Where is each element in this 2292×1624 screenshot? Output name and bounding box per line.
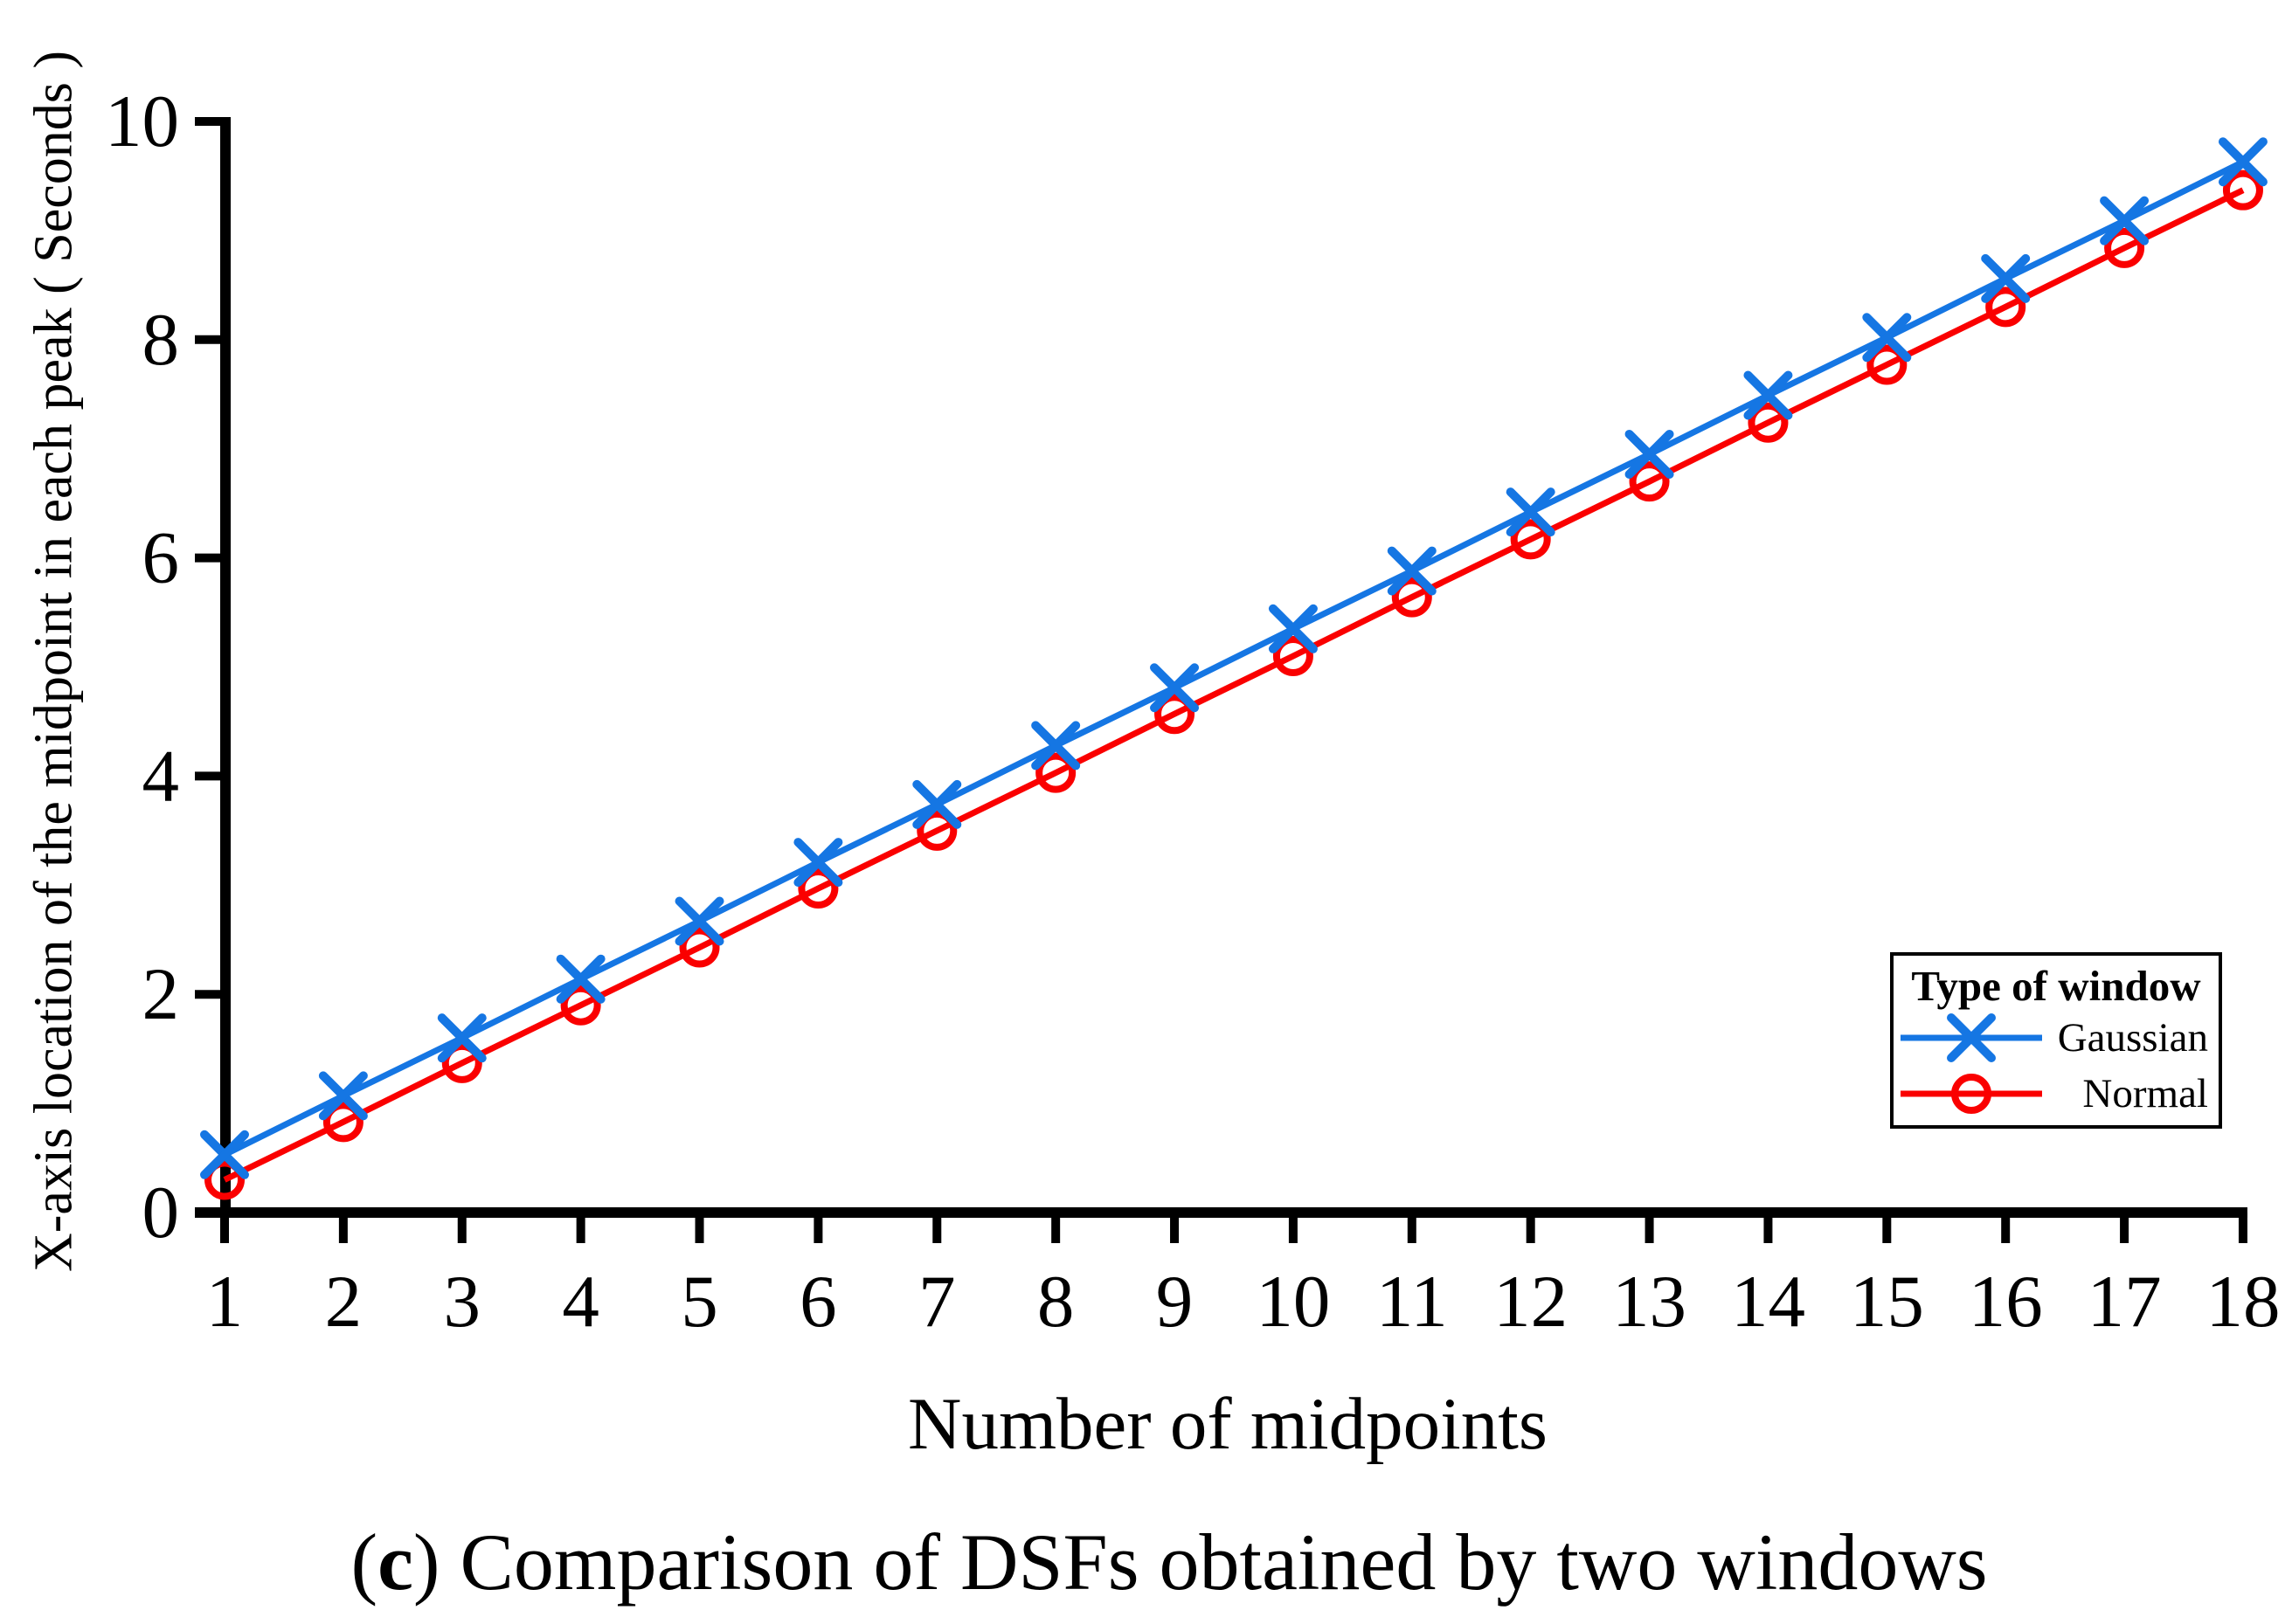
legend-normal-sample (1901, 1073, 2042, 1114)
y-tick-label: 10 (105, 80, 179, 162)
series-gaussian-marker (1031, 721, 1081, 771)
x-tick-label: 16 (1969, 1261, 2043, 1343)
y-axis-title: X-axis location of the midpoint in each … (24, 50, 84, 1273)
caption-panel-letter: c (377, 1517, 413, 1607)
series-normal-marker (1866, 344, 1908, 385)
series-gaussian-marker (1743, 370, 1793, 420)
x-tick-label: 17 (2088, 1261, 2162, 1343)
legend-gaussian-marker (1947, 1012, 1996, 1062)
series-normal-marker (441, 1042, 482, 1083)
series-gaussian-marker (1981, 253, 2031, 303)
x-tick-label: 11 (1376, 1261, 1448, 1343)
series-gaussian-marker (1862, 313, 1912, 363)
x-tick-label: 12 (1493, 1261, 1568, 1343)
x-tick-label: 9 (1156, 1261, 1194, 1343)
series-gaussian-marker (437, 1013, 487, 1063)
caption-text: ) Comparison of DSFs obtained by two win… (412, 1517, 1988, 1607)
x-tick-label: 7 (918, 1261, 956, 1343)
series-gaussian-marker (1506, 487, 1555, 537)
series-gaussian-marker (793, 838, 843, 888)
legend-gaussian-label: Gaussian (2057, 1014, 2208, 1061)
x-tick-label: 18 (2205, 1261, 2280, 1343)
x-tick-label: 13 (1612, 1261, 1686, 1343)
series-normal-marker (2104, 227, 2145, 268)
x-tick-label: 14 (1731, 1261, 1805, 1343)
legend-gaussian-sample (1901, 1012, 2042, 1062)
caption-open-paren: ( (350, 1517, 378, 1607)
x-tick-label: 6 (800, 1261, 837, 1343)
series-normal-marker (1748, 402, 1789, 443)
legend-normal-label: Normal (2082, 1070, 2208, 1116)
y-tick-label: 4 (142, 735, 180, 817)
series-gaussian-marker (1150, 663, 1200, 713)
series-gaussian-marker (318, 1071, 368, 1121)
y-tick-label: 2 (142, 953, 180, 1035)
y-tick-label: 8 (142, 299, 180, 381)
x-tick-label: 2 (325, 1261, 363, 1343)
series-gaussian-marker (2100, 196, 2150, 245)
x-tick-label: 4 (562, 1261, 599, 1343)
series-gaussian-marker (1387, 546, 1437, 596)
legend-row-normal: Normal (1894, 1066, 2219, 1122)
series-normal-marker (917, 810, 958, 851)
y-tick-label: 6 (142, 517, 180, 599)
x-tick-label: 5 (681, 1261, 718, 1343)
legend-row-gaussian: Gaussian (1894, 1010, 2219, 1066)
series-normal-marker (1154, 694, 1195, 735)
series-gaussian-line (223, 159, 2245, 1158)
x-tick-label: 15 (1850, 1261, 1924, 1343)
series-normal-marker (1629, 461, 1670, 502)
series-normal-marker (1272, 636, 1313, 677)
series-normal-marker (1510, 519, 1551, 560)
figure-caption: (c) Comparison of DSFs obtained by two w… (350, 1516, 1987, 1608)
x-tick-label: 3 (444, 1261, 481, 1343)
x-tick-label: 10 (1256, 1261, 1330, 1343)
series-normal-marker (2222, 169, 2263, 211)
series-gaussian-marker (556, 954, 606, 1004)
series-normal-marker (1985, 287, 2026, 328)
legend-normal-marker (1951, 1073, 1991, 1114)
series-normal-marker (679, 927, 720, 968)
series-normal-marker (204, 1159, 245, 1200)
series-gaussian-marker (1268, 604, 1318, 653)
series-normal-marker (798, 868, 839, 909)
series-normal-marker (322, 1102, 364, 1143)
series-gaussian-marker (675, 896, 724, 946)
x-tick-label: 8 (1037, 1261, 1075, 1343)
series-gaussian-marker (1624, 429, 1674, 479)
x-tick-label: 1 (206, 1261, 244, 1343)
series-normal-marker (1035, 752, 1077, 793)
series-normal-marker (1391, 577, 1432, 618)
legend-title: Type of window (1911, 962, 2201, 1010)
series-gaussian-marker (200, 1130, 249, 1179)
x-axis-title: Number of midpoints (908, 1383, 1548, 1465)
legend: Type of window Gaussian Normal (1890, 952, 2222, 1129)
y-tick-label: 0 (142, 1171, 180, 1254)
series-normal-marker (560, 985, 601, 1026)
series-gaussian-marker (2218, 137, 2268, 187)
series-gaussian-marker (912, 779, 962, 829)
